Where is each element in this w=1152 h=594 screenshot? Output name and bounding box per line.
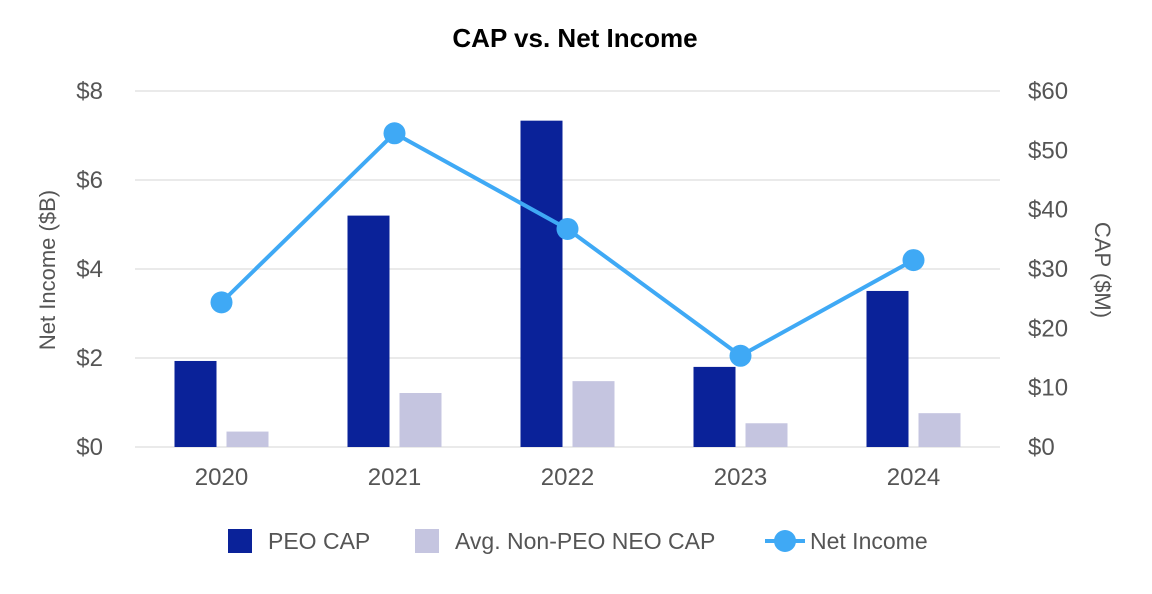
x-tick-label: 2023 [714,464,767,491]
right-tick-label: $10 [1028,375,1068,402]
net-income-point [556,217,579,240]
left-tick-label: $0 [76,434,103,461]
net-income-point [729,344,752,367]
legend-label: PEO CAP [268,528,370,554]
left-axis-label: Net Income ($B) [35,190,60,350]
peo-cap-bar [174,360,217,447]
net-income-point [210,291,233,314]
right-axis-ticks: $0 $10 $20 $30 $40 $50 $60 [1028,78,1068,461]
peo-cap-bar [347,215,390,447]
legend-swatch-non-peo-cap [415,529,439,553]
right-axis-label: CAP ($M) [1090,222,1115,318]
legend: PEO CAP Avg. Non-PEO NEO CAP Net Income [228,528,928,554]
right-tick-label: $40 [1028,197,1068,224]
non-peo-cap-bar [918,413,961,447]
non-peo-cap-bar [745,423,788,447]
x-axis-ticks: 2020 2021 2022 2023 2024 [195,464,940,491]
bars [174,120,961,448]
non-peo-cap-bar [226,431,269,447]
right-tick-label: $20 [1028,315,1068,342]
right-tick-label: $0 [1028,434,1055,461]
peo-cap-bar [693,366,736,447]
left-tick-label: $4 [76,256,103,283]
left-tick-label: $8 [76,78,103,105]
non-peo-cap-bar [399,393,442,447]
gridlines [135,90,1000,448]
right-tick-label: $50 [1028,137,1068,164]
right-tick-label: $30 [1028,256,1068,283]
right-tick-label: $60 [1028,78,1068,105]
legend-label: Avg. Non-PEO NEO CAP [455,528,715,554]
x-tick-label: 2020 [195,464,248,491]
net-income-line [210,122,925,367]
legend-swatch-peo-cap [228,529,252,553]
peo-cap-bar [520,120,563,448]
net-income-point [902,249,925,272]
left-axis-ticks: $0 $2 $4 $6 $8 [76,78,103,461]
legend-swatch-marker [774,530,796,552]
left-tick-label: $2 [76,345,103,372]
chart-title: CAP vs. Net Income [452,23,697,53]
legend-label: Net Income [810,528,928,554]
x-tick-label: 2024 [887,464,940,491]
x-tick-label: 2021 [368,464,421,491]
net-income-polyline [220,131,915,358]
peo-cap-bar [866,290,909,447]
non-peo-cap-bar [572,381,615,447]
left-tick-label: $6 [76,167,103,194]
net-income-point [383,122,406,145]
x-tick-label: 2022 [541,464,594,491]
